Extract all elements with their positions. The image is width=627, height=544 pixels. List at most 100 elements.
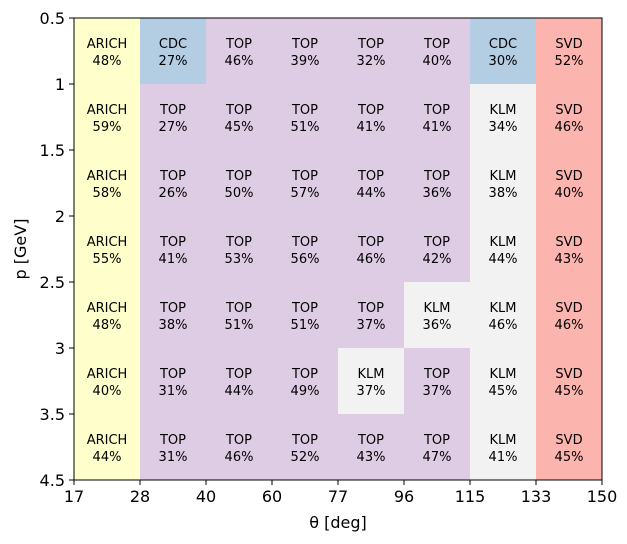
heatmap-cell-r6-c5	[404, 414, 471, 481]
heatmap-cell-r1-c4	[338, 84, 405, 151]
heatmap-cell-r6-c6	[470, 414, 537, 481]
heatmap-cell-r2-c0	[74, 150, 141, 217]
cell-detector-label: TOP	[357, 103, 384, 118]
cell-detector-label: TOP	[291, 301, 318, 316]
cell-detector-label: SVD	[555, 433, 582, 448]
cell-detector-label: KLM	[490, 301, 517, 316]
cell-detector-label: CDC	[159, 37, 187, 52]
heatmap-cell-r1-c3	[272, 84, 339, 151]
heatmap-cell-r5-c5	[404, 348, 471, 415]
cell-percent-label: 45%	[225, 120, 254, 135]
cell-detector-label: ARICH	[87, 433, 128, 448]
heatmap-cell-r1-c1	[140, 84, 207, 151]
cell-detector-label: CDC	[489, 37, 517, 52]
cell-detector-label: TOP	[357, 235, 384, 250]
cell-percent-label: 36%	[423, 318, 452, 333]
heatmap-cell-r3-c6	[470, 216, 537, 283]
cell-percent-label: 27%	[159, 54, 188, 69]
cell-detector-label: TOP	[423, 433, 450, 448]
cell-percent-label: 51%	[291, 318, 320, 333]
heatmap-cell-r0-c6	[470, 18, 537, 85]
cell-percent-label: 38%	[159, 318, 188, 333]
x-tick-label: 115	[455, 487, 486, 506]
cell-percent-label: 52%	[555, 54, 584, 69]
cell-percent-label: 42%	[423, 252, 452, 267]
heatmap-cell-r6-c2	[206, 414, 273, 481]
cell-detector-label: TOP	[225, 367, 252, 382]
cell-percent-label: 53%	[225, 252, 254, 267]
heatmap-cells	[74, 18, 603, 481]
heatmap-cell-r3-c1	[140, 216, 207, 283]
cell-detector-label: TOP	[159, 169, 186, 184]
heatmap-cell-r0-c2	[206, 18, 273, 85]
cell-detector-label: TOP	[423, 103, 450, 118]
cell-percent-label: 37%	[357, 384, 386, 399]
heatmap-cell-r0-c0	[74, 18, 141, 85]
heatmap-cell-r4-c6	[470, 282, 537, 349]
cell-labels: ARICH 48% CDC 27% TOP 46% TOP 39% TOP 32% TOP 40% CD…	[87, 37, 584, 465]
cell-percent-label: 58%	[93, 186, 122, 201]
cell-percent-label: 40%	[93, 384, 122, 399]
y-tick-label: 1.5	[40, 141, 65, 160]
heatmap-cell-r2-c1	[140, 150, 207, 217]
cell-detector-label: TOP	[423, 235, 450, 250]
cell-detector-label: TOP	[357, 301, 384, 316]
y-tick-label: 4.5	[40, 471, 65, 490]
cell-detector-label: SVD	[555, 301, 582, 316]
cell-percent-label: 34%	[489, 120, 518, 135]
x-tick-label: 150	[587, 487, 618, 506]
x-tick-label: 40	[196, 487, 216, 506]
heatmap-cell-r4-c5	[404, 282, 471, 349]
cell-detector-label: TOP	[225, 103, 252, 118]
heatmap-cell-r3-c7	[536, 216, 603, 283]
y-tick-label: 3	[55, 339, 65, 358]
cell-percent-label: 45%	[489, 384, 518, 399]
cell-detector-label: TOP	[159, 367, 186, 382]
y-tick-label: 1	[55, 75, 65, 94]
cell-detector-label: KLM	[490, 103, 517, 118]
x-tick-label: 28	[130, 487, 150, 506]
cell-percent-label: 51%	[225, 318, 254, 333]
cell-percent-label: 38%	[489, 186, 518, 201]
cell-detector-label: TOP	[423, 367, 450, 382]
cell-percent-label: 45%	[555, 450, 584, 465]
heatmap-cell-r0-c3	[272, 18, 339, 85]
cell-percent-label: 44%	[357, 186, 386, 201]
cell-detector-label: TOP	[225, 169, 252, 184]
cell-detector-label: KLM	[358, 367, 385, 382]
x-tick-label: 60	[262, 487, 282, 506]
heatmap-cell-r4-c1	[140, 282, 207, 349]
cell-detector-label: TOP	[357, 433, 384, 448]
x-tick-label: 17	[64, 487, 84, 506]
heatmap-cell-r3-c0	[74, 216, 141, 283]
cell-percent-label: 41%	[423, 120, 452, 135]
heatmap-cell-r5-c4	[338, 348, 405, 415]
heatmap-cell-r3-c5	[404, 216, 471, 283]
cell-detector-label: SVD	[555, 367, 582, 382]
cell-detector-label: TOP	[291, 235, 318, 250]
y-axis-label: p [GeV]	[11, 219, 30, 280]
heatmap-cell-r4-c0	[74, 282, 141, 349]
cell-detector-label: KLM	[490, 235, 517, 250]
cell-percent-label: 57%	[291, 186, 320, 201]
cell-percent-label: 26%	[159, 186, 188, 201]
heatmap-cell-r5-c3	[272, 348, 339, 415]
cell-detector-label: TOP	[159, 103, 186, 118]
cell-percent-label: 46%	[225, 450, 254, 465]
cell-percent-label: 46%	[225, 54, 254, 69]
cell-percent-label: 41%	[357, 120, 386, 135]
cell-percent-label: 46%	[489, 318, 518, 333]
heatmap-cell-r5-c1	[140, 348, 207, 415]
y-tick-label: 0.5	[40, 9, 65, 28]
cell-detector-label: TOP	[291, 103, 318, 118]
cell-detector-label: SVD	[555, 235, 582, 250]
cell-percent-label: 46%	[555, 120, 584, 135]
cell-percent-label: 44%	[489, 252, 518, 267]
cell-percent-label: 49%	[291, 384, 320, 399]
heatmap-cell-r3-c2	[206, 216, 273, 283]
cell-detector-label: TOP	[225, 235, 252, 250]
cell-detector-label: TOP	[357, 37, 384, 52]
cell-percent-label: 48%	[93, 54, 122, 69]
heatmap-cell-r6-c1	[140, 414, 207, 481]
